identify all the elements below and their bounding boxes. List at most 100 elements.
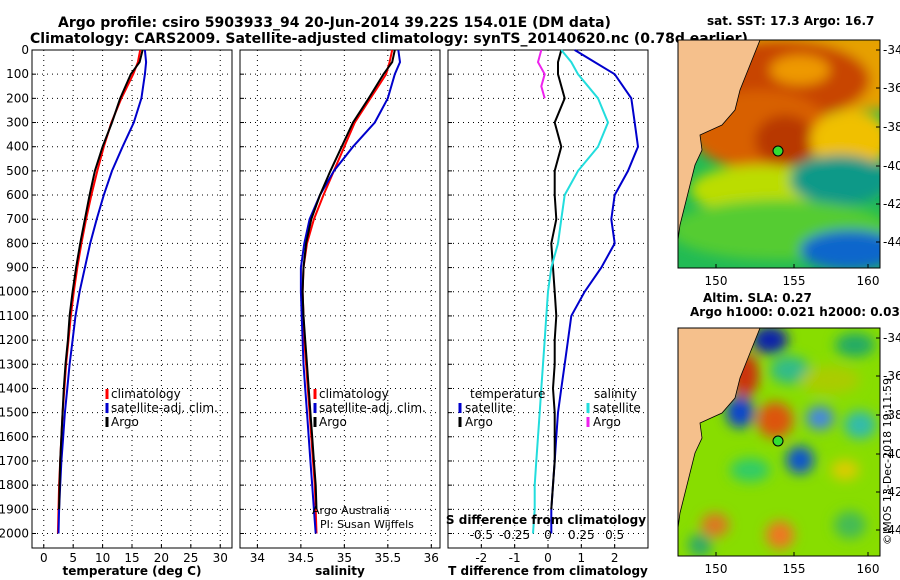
annotation-pi: PI: Susan Wijffels (320, 518, 414, 531)
x-axis-label-top: S difference from climatology (446, 513, 646, 527)
credit-text: ©IMOS 13-Dec-2018 19:11:59 (881, 378, 894, 545)
sst-map (677, 39, 881, 269)
x-tick-label: 0 (544, 551, 552, 565)
x-tick-label-top: 0 (544, 528, 552, 542)
y-tick-label: 1600 (0, 430, 29, 444)
argo-location-marker-2 (772, 435, 784, 447)
legend-salinity-title: salinity (594, 387, 637, 401)
y-tick-label: 1200 (0, 333, 29, 347)
x-axis-label: T difference from climatology (448, 564, 648, 578)
x-tick-label: 10 (95, 551, 110, 565)
y-tick-label: 1000 (0, 285, 29, 299)
y-tick-label: 400 (6, 140, 29, 154)
legend-label: satellite (465, 401, 513, 415)
map-x-tick-label: 160 (857, 562, 880, 576)
y-tick-label: 1400 (0, 381, 29, 395)
y-tick-label: 900 (6, 261, 29, 275)
y-tick-label: 600 (6, 188, 29, 202)
legend-label: Argo (319, 415, 347, 429)
x-tick-label: -2 (475, 551, 487, 565)
map-y-tick-label: -44 (883, 523, 900, 537)
map-y-tick-label: -36 (883, 81, 900, 95)
x-tick-label-top: 0.25 (568, 528, 595, 542)
map-y-tick-label: -36 (883, 369, 900, 383)
x-tick-label: 5 (69, 551, 77, 565)
map2-axes: -34 -36 -38 -40 -42 -44 150 155 160 (705, 331, 900, 576)
plot-frame (31, 49, 233, 549)
map2-title-line1: Altim. SLA: 0.27 (703, 291, 812, 305)
y-tick-label: 300 (6, 116, 29, 130)
legend-label: satellite (593, 401, 641, 415)
x-tick-label: -1 (509, 551, 521, 565)
y-tick-label: 1100 (0, 309, 29, 323)
x-tick-label: 15 (124, 551, 139, 565)
x-tick-label: 2 (611, 551, 619, 565)
x-tick-label-top: -0.5 (470, 528, 493, 542)
x-tick-label: 35.5 (374, 551, 401, 565)
map-x-tick-label: 160 (857, 274, 880, 288)
y-tick-label: 500 (6, 164, 29, 178)
y-tick-label: 200 (6, 91, 29, 105)
plot-frame (239, 49, 441, 549)
plot-frame (447, 49, 649, 549)
series-s-argo (536, 49, 546, 99)
y-tick-label: 1900 (0, 502, 29, 516)
y-tick-label: 2000 (0, 526, 29, 540)
y-tick-label: 100 (6, 67, 29, 81)
x-tick-label: 34 (250, 551, 265, 565)
legend-label: Argo (465, 415, 493, 429)
map-y-tick-label: -44 (883, 235, 900, 249)
series-s-satellite (532, 49, 610, 534)
series-t-satellite (550, 49, 640, 534)
x-tick-label: 34.5 (288, 551, 315, 565)
x-tick-label: 35 (337, 551, 352, 565)
y-tick-label: 1500 (0, 406, 29, 420)
map-x-tick-label: 150 (705, 274, 728, 288)
difference-panel: -2 -1 0 1 2T difference from climatology temp… (446, 49, 649, 578)
map-x-tick-label: 150 (705, 562, 728, 576)
y-tick-label: 1700 (0, 454, 29, 468)
x-axis-label: temperature (deg C) (63, 564, 202, 578)
x-tick-label: 36 (424, 551, 439, 565)
x-axis-label: salinity (315, 564, 365, 578)
x-tick-label: 30 (213, 551, 228, 565)
x-tick-label-top: 0.5 (605, 528, 624, 542)
map-y-tick-label: -42 (883, 485, 900, 499)
title-line1: Argo profile: csiro 5903933_94 20-Jun-20… (58, 15, 611, 31)
series-climatology (301, 49, 394, 534)
series-t-argo (550, 49, 566, 510)
y-tick-label: 700 (6, 212, 29, 226)
legend-label: satellite-adj. clim. (111, 401, 218, 415)
map-y-tick-label: -40 (883, 447, 900, 461)
temperature-panel: 0100200300400500600700800900100011001200… (0, 43, 233, 578)
legend-label: climatology (111, 387, 181, 401)
x-tick-label: 0 (40, 551, 48, 565)
map-y-tick-label: -38 (883, 408, 900, 422)
legend-label: climatology (319, 387, 389, 401)
y-tick-label: 1800 (0, 478, 29, 492)
map-y-tick-label: -34 (883, 43, 900, 57)
x-tick-label: 25 (183, 551, 198, 565)
legend-label: Argo (111, 415, 139, 429)
salinity-panel: 34 34.5 35 35.5 36 salinity climatologysatelli… (239, 49, 441, 578)
y-tick-label: 1300 (0, 357, 29, 371)
map-x-tick-label: 155 (783, 274, 806, 288)
map1-title: sat. SST: 17.3 Argo: 16.7 (707, 14, 874, 28)
map-y-tick-label: -38 (883, 120, 900, 134)
series-satellite-adj-clim- (57, 49, 148, 534)
legend-temperature-title: temperature (470, 387, 545, 401)
map-y-tick-label: -34 (883, 331, 900, 345)
map-x-tick-label: 155 (783, 562, 806, 576)
legend-label: Argo (593, 415, 621, 429)
series-satellite-adj-clim- (299, 49, 402, 534)
x-tick-label: 1 (578, 551, 586, 565)
map-y-tick-label: -42 (883, 197, 900, 211)
series-argo (301, 49, 396, 510)
y-tick-label: 800 (6, 236, 29, 250)
x-tick-label-top: -0.25 (499, 528, 530, 542)
annotation-argo-australia: Argo Australia (312, 504, 390, 517)
map1-axes: -34 -36 -38 -40 -42 -44 150 155 160 (705, 43, 900, 288)
map-y-tick-label: -40 (883, 159, 900, 173)
y-tick-label: 0 (21, 43, 29, 57)
